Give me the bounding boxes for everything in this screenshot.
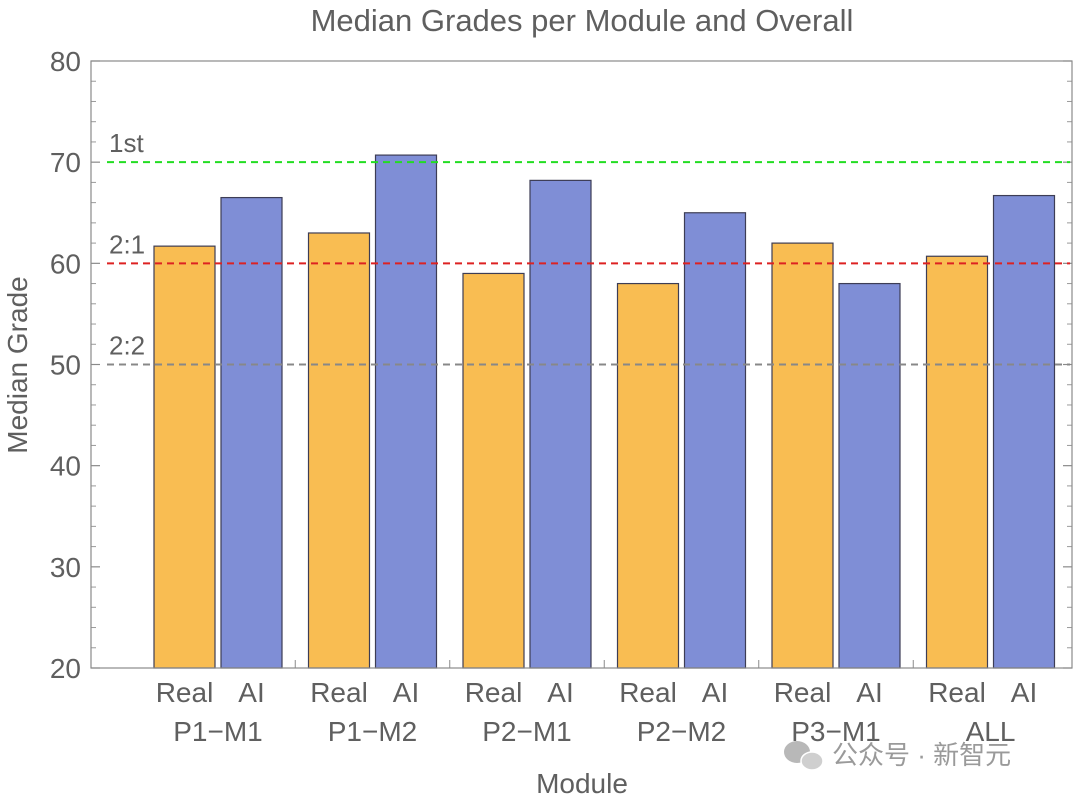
plot-frame [90,60,1073,669]
watermark: 公众号 · 新智元 [784,740,1011,771]
bar-label-ai: AI [856,677,882,708]
bar-ai-4 [838,282,901,669]
category-label: P3−M1 [791,716,881,747]
category-label: P2−M1 [482,716,572,747]
bar-label-real: Real [310,677,368,708]
y-tick-label: 60 [50,248,81,279]
bar-ai-5 [992,194,1056,669]
bar-label-real: Real [928,677,986,708]
bar-real-0 [153,245,216,669]
bar-ai-1 [374,154,438,669]
bar-ai-3 [683,212,747,669]
category-label: P1−M1 [173,716,263,747]
bar-label-real: Real [619,677,677,708]
bar-label-ai: AI [238,677,264,708]
bar-label-ai: AI [1011,677,1037,708]
bar-label-real: Real [156,677,214,708]
watermark-text: 公众号 · 新智元 [832,740,1011,770]
category-label: ALL [966,716,1016,747]
y-tick-label: 50 [50,350,81,381]
y-tick-label: 20 [50,653,81,684]
bar-label-ai: AI [702,677,728,708]
y-tick-label: 70 [50,147,81,178]
bar-label-real: Real [465,677,523,708]
bar-label-ai: AI [547,677,573,708]
category-label: P1−M2 [328,716,418,747]
bar-real-2 [462,272,525,669]
y-axis-title: Median Grade [2,276,33,453]
bar-real-1 [307,232,371,669]
reference-line-label: 1st [109,128,144,158]
x-axis-title: Module [536,768,628,799]
y-tick-label: 40 [50,451,81,482]
reference-line-label: 2:1 [109,229,145,259]
bar-label-ai: AI [393,677,419,708]
wechat-icon [784,741,824,771]
bar-real-5 [925,255,989,669]
y-tick-label: 80 [50,46,81,77]
bar-ai-0 [220,196,283,669]
y-tick-label: 30 [50,552,81,583]
bar-real-4 [771,242,834,669]
reference-line-label: 2:2 [109,331,145,361]
bar-label-real: Real [774,677,832,708]
bar-ai-2 [529,179,592,669]
chart-title: Median Grades per Module and Overall [311,3,854,38]
category-label: P2−M2 [637,716,727,747]
bar-real-3 [616,282,680,669]
